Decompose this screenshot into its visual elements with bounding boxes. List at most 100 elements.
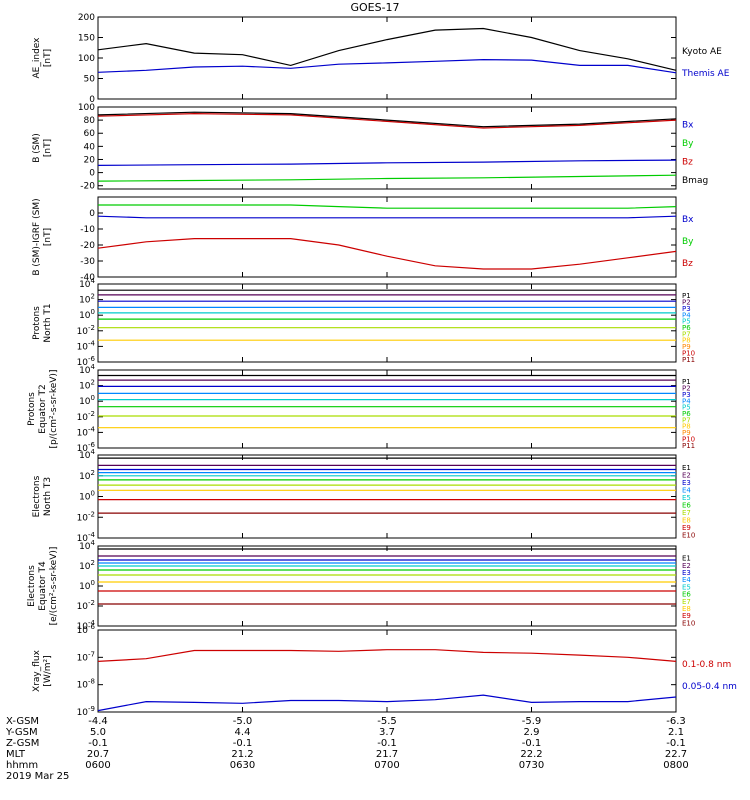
b-minus-igrf-series-Bz	[97, 238, 677, 270]
ae-frame	[97, 16, 677, 100]
electrons-t4-legend-E8: E8	[682, 605, 691, 613]
protons-t1-ylabel: North T1	[43, 303, 53, 342]
protons-t1-ytick-label: 10-4	[77, 339, 96, 352]
ae-ytick-label: 150	[78, 34, 95, 44]
electrons-t4-ylabel: Electrons	[27, 565, 37, 607]
electrons-t4-legend-E3: E3	[682, 569, 691, 577]
ae-legend-Themis-AE: Themis AE	[681, 69, 730, 79]
protons-t1-legend-P1: P1	[682, 292, 691, 300]
b-minus-igrf-ytick-label: -40	[80, 273, 95, 283]
b-sm-series-Bx	[97, 159, 677, 166]
xray-ylabel: Xray_flux	[32, 649, 42, 692]
b-minus-igrf-ytick-label: 0	[89, 209, 95, 219]
electrons-t4-legend-E6: E6	[682, 591, 691, 599]
protons-t2-legend-P1: P1	[682, 378, 691, 386]
b-minus-igrf-ylabel: [nT]	[43, 228, 53, 246]
b-sm-series-Bz	[97, 112, 677, 129]
electrons-t3-legend-E8: E8	[682, 516, 691, 524]
b-sm-legend-Bz: Bz	[682, 157, 693, 167]
electrons-t4-legend-E4: E4	[682, 576, 691, 584]
xray-ytick-label: 10-9	[77, 705, 95, 718]
b-minus-igrf-ytick-label: -20	[80, 241, 95, 251]
protons-t2-legend-P5: P5	[682, 404, 691, 412]
electrons-t4-ytick-label: 100	[79, 579, 95, 592]
protons-t2-legend-P3: P3	[682, 391, 691, 399]
electrons-t3-legend-E6: E6	[682, 501, 691, 509]
b-sm-series-By	[97, 174, 677, 182]
electrons-t3-ytick-label: 104	[79, 448, 95, 461]
protons-t2-ytick-label: 104	[79, 363, 95, 376]
ae-ytick-label: 100	[78, 54, 95, 64]
electrons-t4-ytick-label: 104	[79, 539, 95, 552]
protons-t2-ylabel: Protons	[27, 392, 37, 426]
protons-t2-ytick-label: 102	[79, 379, 95, 392]
protons-t2-legend-P10: P10	[682, 435, 695, 443]
protons-t2-ytick-label: 100	[79, 394, 95, 407]
b-minus-igrf-legend-By: By	[682, 237, 694, 247]
electrons-t4-legend-E7: E7	[682, 598, 691, 606]
b-minus-igrf-ylabel: B (SM)-IGRF (SM)	[32, 198, 42, 275]
electrons-t3-legend-E5: E5	[682, 494, 691, 502]
ae-ylabel: [nT]	[43, 49, 53, 67]
b-sm-legend-Bmag: Bmag	[682, 176, 708, 186]
electrons-t3-legend-E7: E7	[682, 509, 691, 517]
electrons-t4-legend-E10: E10	[682, 619, 695, 627]
electrons-t3-frame	[97, 454, 677, 539]
protons-t2-ylabel: [p/(cm²-s-sr-keV)]	[49, 370, 59, 449]
protons-t2-ylabel: Equator T2	[38, 384, 48, 433]
b-sm-ytick-label: 40	[84, 142, 96, 152]
protons-t1-ytick-label: 102	[79, 293, 95, 306]
electrons-t3-ytick-label: 10-2	[77, 510, 95, 523]
xray-series-0-1-0-8-nm	[97, 649, 677, 662]
protons-t2-frame	[97, 369, 677, 449]
protons-t1-ytick-label: 100	[79, 308, 95, 321]
electrons-t4-frame	[97, 545, 677, 627]
xray-series-0-05-0-4-nm	[97, 694, 677, 712]
b-sm-legend-Bx: Bx	[682, 120, 694, 130]
b-minus-igrf-ytick-label: -30	[80, 257, 95, 267]
protons-t2-legend-P8: P8	[682, 423, 691, 431]
protons-t1-ytick-label: 10-6	[77, 355, 96, 368]
xray-frame	[97, 629, 677, 713]
b-sm-ytick-label: 60	[84, 129, 96, 139]
electrons-t4-ytick-label: 10-2	[77, 599, 95, 612]
ae-ylabel: AE_index	[32, 37, 42, 79]
electrons-t4-legend-E1: E1	[682, 555, 691, 563]
ae-legend-Kyoto-AE: Kyoto AE	[682, 47, 722, 57]
electrons-t4-legend-E2: E2	[682, 562, 691, 570]
ae-ytick-label: 50	[84, 75, 96, 85]
electrons-t3-ytick-label: 10-4	[77, 531, 96, 544]
b-sm-ytick-label: 0	[89, 169, 95, 179]
b-sm-ytick-label: 80	[84, 116, 96, 126]
ae-ytick-label: 0	[89, 95, 95, 105]
protons-t1-legend-P8: P8	[682, 337, 691, 345]
protons-t2-legend-P11: P11	[682, 442, 695, 450]
xray-legend-0-05-0-4-nm: 0.05-0.4 nm	[682, 682, 737, 692]
b-minus-igrf-legend-Bz: Bz	[682, 259, 693, 269]
b-minus-igrf-legend-Bx: Bx	[682, 215, 694, 225]
protons-t1-ytick-label: 104	[79, 277, 95, 290]
protons-t2-legend-P7: P7	[682, 416, 691, 424]
protons-t1-frame	[97, 283, 677, 363]
plot-title: GOES-17	[350, 1, 400, 14]
electrons-t3-legend-E9: E9	[682, 524, 691, 532]
protons-t2-legend-P6: P6	[682, 410, 691, 418]
b-sm-ylabel: B (SM)	[32, 133, 42, 163]
protons-t2-ytick-label: 10-6	[77, 441, 96, 454]
xray-ytick-label: 10-6	[77, 623, 96, 636]
electrons-t4-ylabel: [e/(cm²-s-sr-keV)]	[49, 547, 59, 626]
b-sm-ytick-label: -20	[80, 182, 95, 192]
electrons-t3-ytick-label: 102	[79, 469, 95, 482]
electrons-t4-ylabel: Equator T4	[38, 561, 48, 611]
b-sm-ytick-label: 20	[84, 155, 96, 165]
protons-t1-legend-P4: P4	[682, 311, 691, 319]
xray-legend-0-1-0-8-nm: 0.1-0.8 nm	[682, 660, 731, 670]
protons-t2-legend-P2: P2	[682, 385, 691, 393]
electrons-t3-legend-E10: E10	[682, 531, 695, 539]
protons-t2-ytick-label: 10-4	[77, 425, 96, 438]
protons-t2-ytick-label: 10-2	[77, 410, 95, 423]
protons-t1-legend-P2: P2	[682, 299, 691, 307]
xray-ytick-label: 10-7	[77, 650, 95, 663]
protons-t1-legend-P6: P6	[682, 324, 691, 332]
